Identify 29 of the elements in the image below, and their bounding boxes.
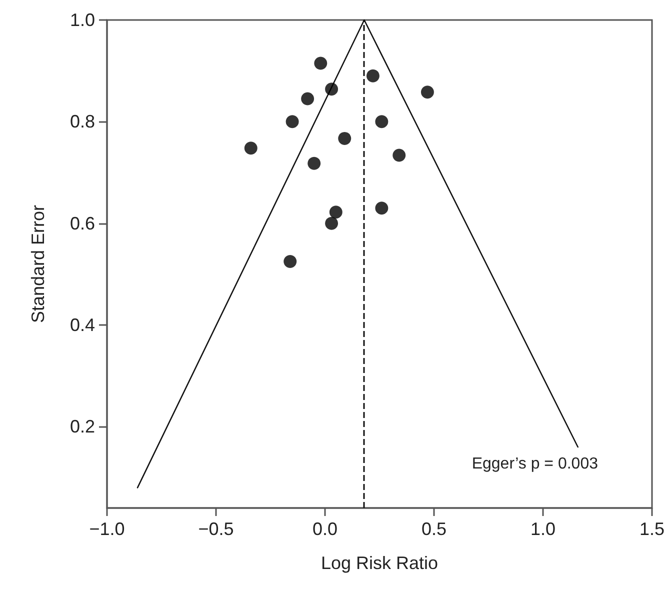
point [325, 216, 338, 230]
y-axis-title: Standard Error [28, 204, 48, 324]
point [392, 148, 406, 162]
point [329, 206, 342, 219]
y-tick-label: 0.4 [70, 315, 95, 335]
point [301, 92, 314, 106]
point [286, 115, 299, 128]
y-tick-label: 0.8 [70, 112, 95, 132]
y-tick-label: 1.0 [70, 10, 95, 30]
point [375, 115, 388, 128]
x-tick-label: 1.0 [530, 519, 556, 539]
x-tick-label: −1.0 [89, 519, 125, 539]
y-tick-label: 0.6 [70, 213, 95, 234]
x-tick-label: −0.5 [198, 519, 234, 539]
x-tick-label: 0.5 [421, 519, 447, 539]
y-tick-label: 0.2 [70, 416, 95, 437]
x-axis-title: Log Risk Ratio [320, 553, 438, 573]
x-tick-label: 1.5 [639, 519, 665, 539]
annotation: Egger’s p = 0.003 [472, 456, 598, 472]
point [375, 202, 388, 215]
point [420, 86, 434, 99]
point [325, 82, 338, 96]
point [314, 56, 328, 70]
point [366, 69, 380, 82]
point [284, 254, 297, 268]
point [244, 142, 258, 155]
point [308, 156, 321, 170]
point [338, 132, 352, 145]
x-tick-label: 0.0 [312, 519, 338, 539]
